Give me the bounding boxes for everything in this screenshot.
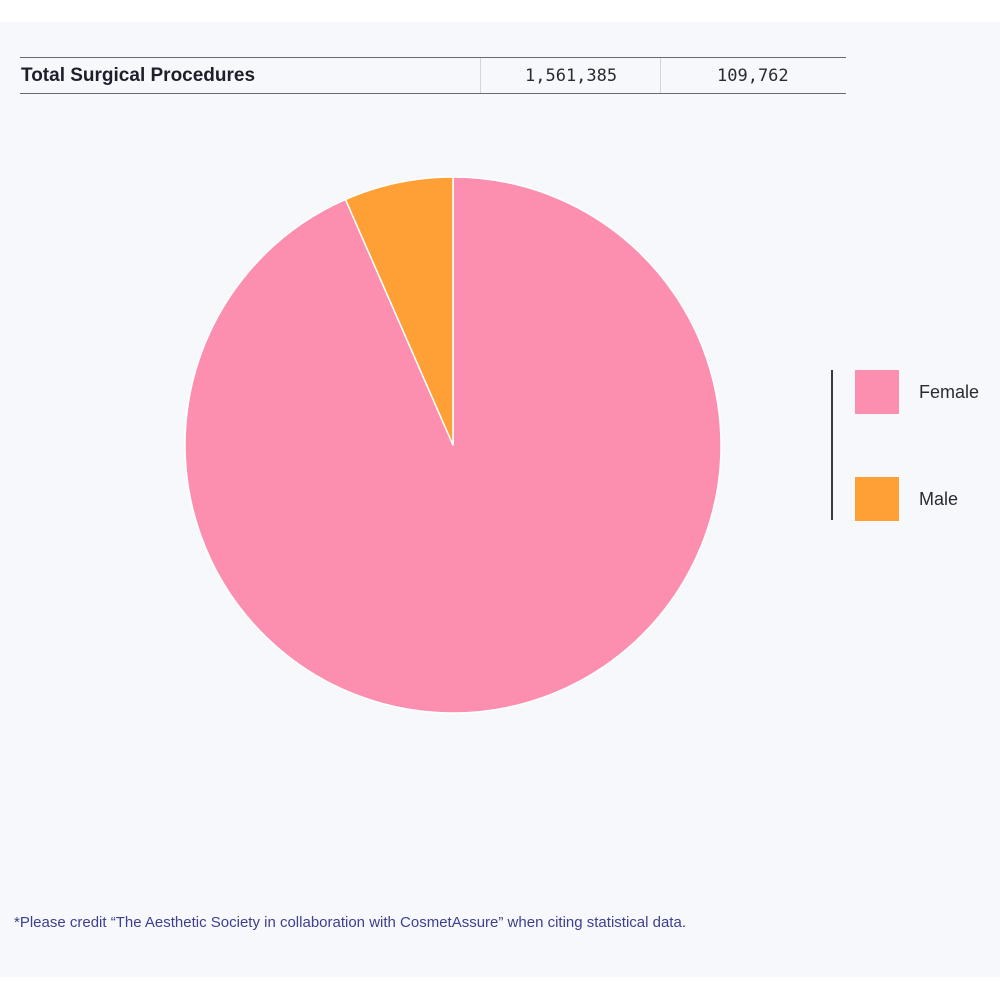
male-total-value: 109,762 — [717, 66, 789, 86]
credit-footnote: *Please credit “The Aesthetic Society in… — [14, 914, 686, 931]
female-total-value: 1,561,385 — [525, 66, 618, 86]
pie-chart — [184, 176, 722, 714]
column-divider — [480, 58, 481, 93]
column-divider — [660, 58, 661, 93]
pie-slice-male[interactable] — [344, 176, 454, 446]
legend-swatch-female — [855, 370, 899, 414]
table-row: Total Surgical Procedures 1,561,385 109,… — [20, 57, 846, 94]
legend-label-female: Female — [919, 382, 980, 402]
row-label: Total Surgical Procedures — [21, 65, 256, 86]
legend-divider — [831, 370, 833, 520]
chart-panel: Total Surgical Procedures 1,561,385 109,… — [0, 22, 1000, 977]
legend-swatch-male — [855, 477, 899, 521]
legend-label-male: Male — [919, 489, 959, 509]
